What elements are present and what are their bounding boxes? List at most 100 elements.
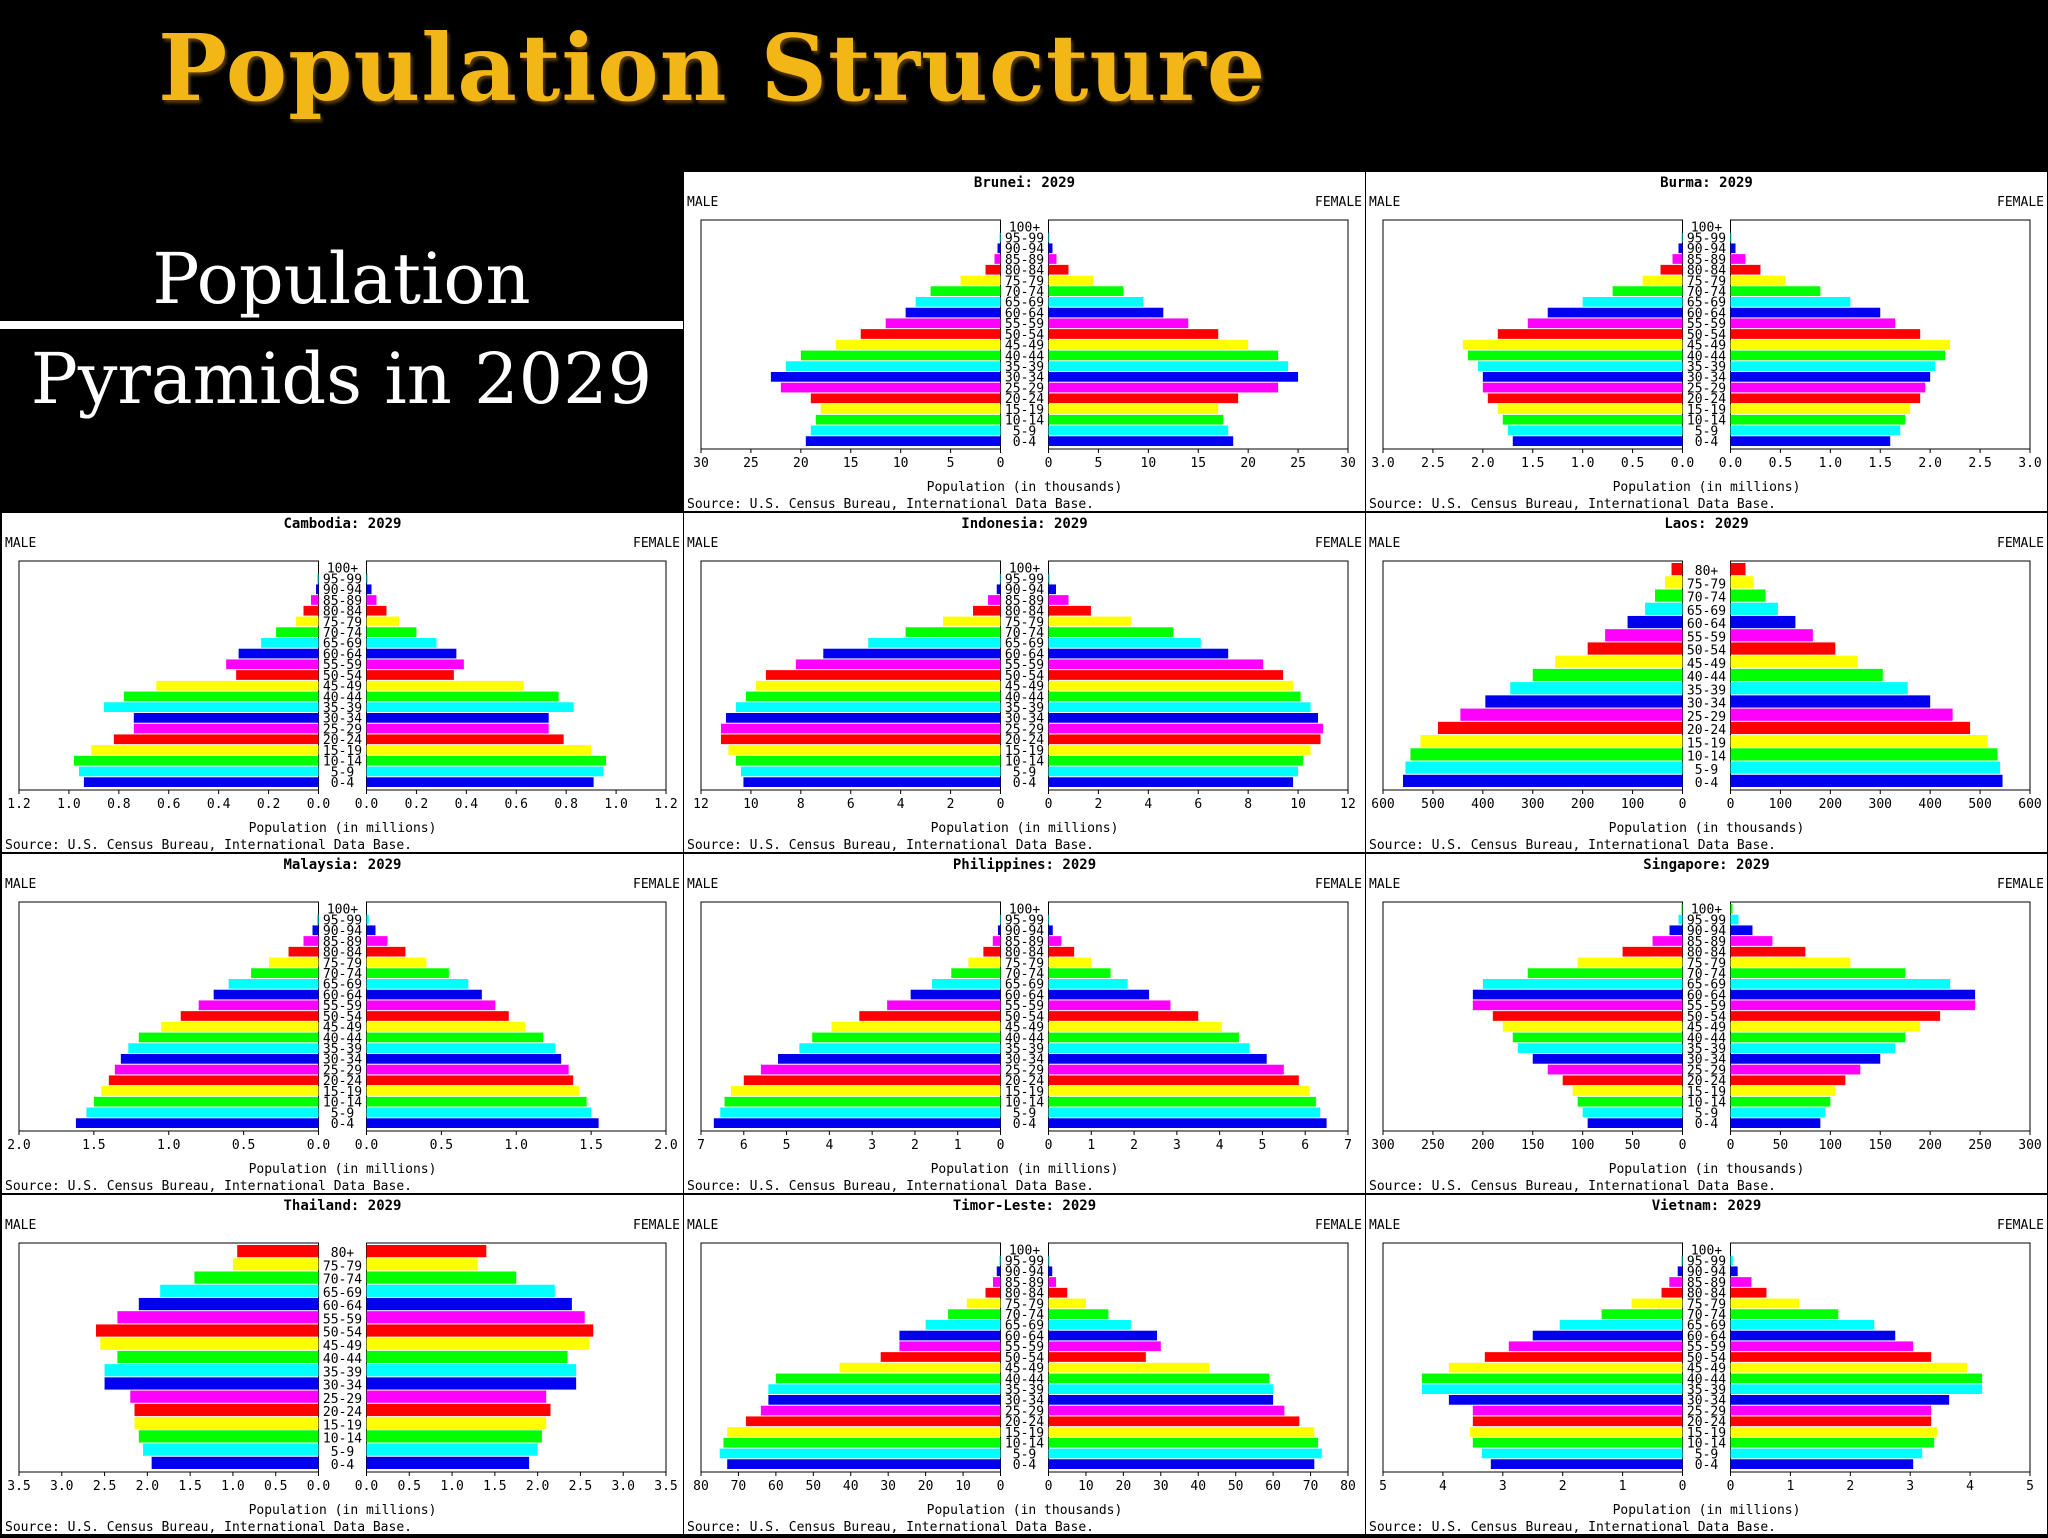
- male-bar-55-59: [226, 659, 319, 670]
- female-bar-45-49: [1048, 680, 1294, 691]
- female-bar-45-49: [366, 1021, 526, 1032]
- tick-label: 12: [693, 797, 709, 812]
- male-bar-75-79: [1665, 576, 1683, 589]
- tick-label: 2.0: [654, 1138, 677, 1153]
- male-bar-15-19: [134, 1417, 319, 1430]
- female-bar-35-39: [1048, 1384, 1274, 1394]
- age-label: 80-84: [1687, 946, 1726, 961]
- tick-label: 70: [1303, 1479, 1319, 1494]
- age-label: 10-14: [1005, 1096, 1044, 1111]
- female-bar-65-69: [1048, 1320, 1131, 1330]
- male-bar-5-9: [143, 1443, 319, 1456]
- male-bar-50-54: [880, 1352, 1001, 1362]
- tick-label: 100: [1819, 1138, 1842, 1153]
- age-label: 30-34: [1687, 1053, 1726, 1068]
- chart-title: Vietnam: 2029: [1652, 1198, 1762, 1214]
- tick-label: 4: [1966, 1479, 1974, 1494]
- female-bar-15-19: [1048, 745, 1311, 755]
- tick-label: 1: [1786, 1479, 1794, 1494]
- chart-title: Burma: 2029: [1660, 175, 1753, 191]
- age-label: 55-59: [1687, 999, 1726, 1014]
- male-label: MALE: [687, 1218, 718, 1233]
- age-label: 60-64: [1005, 1329, 1044, 1344]
- tick-label: 0: [1727, 1479, 1735, 1494]
- x-axis-label: Population (in millions): [249, 821, 437, 836]
- male-bar-30-34: [120, 1054, 319, 1064]
- tick-label: 150: [1869, 1138, 1892, 1153]
- male-bar-5-9: [810, 425, 1001, 436]
- age-label: 40-44: [1005, 349, 1044, 364]
- tick-label: 0.0: [355, 1138, 378, 1153]
- age-label: 15-19: [1687, 1085, 1726, 1100]
- age-label: 20-24: [1005, 1074, 1044, 1089]
- female-bar-75-79: [366, 1258, 478, 1271]
- chart-title: Indonesia: 2029: [961, 516, 1087, 532]
- female-bar-35-39: [1048, 1043, 1250, 1053]
- female-bar-85-89: [1048, 1277, 1056, 1287]
- pyramid-chart: Burma: 2029 MALE FEMALE 0-45-910-1415-1920-…: [1366, 172, 2047, 512]
- male-bar-50-54: [1484, 1352, 1683, 1362]
- female-bar-5-9: [1048, 425, 1229, 436]
- male-bar-0-4: [743, 777, 1001, 787]
- female-bar-0-4: [1048, 777, 1294, 787]
- age-label: 15-19: [1005, 1426, 1044, 1441]
- age-label: 100+: [1691, 221, 1722, 236]
- female-bar-0-4: [366, 777, 594, 787]
- female-bar-80-84: [1048, 946, 1075, 957]
- female-bar-75-79: [366, 616, 399, 627]
- female-bar-35-39: [366, 1364, 577, 1377]
- male-bar-10-14: [1502, 414, 1683, 425]
- male-bar-45-49: [1555, 655, 1683, 668]
- tick-label: 2: [947, 797, 955, 812]
- female-bar-30-34: [1730, 1395, 1950, 1405]
- pyramid-panel-vietnam: Vietnam: 2029 MALE FEMALE 0-4 5-9 10-14 15-19 2…: [1366, 1195, 2047, 1535]
- female-bar-90-94: [1048, 584, 1056, 595]
- age-label: 20-24: [1687, 723, 1726, 738]
- female-bar-20-24: [1048, 734, 1321, 745]
- age-label: 60-64: [323, 988, 362, 1003]
- age-label: 30-34: [323, 1379, 362, 1394]
- male-bar-5-9: [720, 1107, 1001, 1118]
- age-label: 90-94: [1005, 1265, 1044, 1280]
- male-bar-35-39: [735, 702, 1001, 712]
- male-bar-90-94: [996, 584, 1001, 595]
- age-label: 85-89: [323, 594, 362, 609]
- female-bar-40-44: [1048, 1032, 1239, 1043]
- female-bar-55-59: [366, 659, 464, 670]
- chart-title: Malaysia: 2029: [283, 857, 401, 873]
- male-bar-45-49: [156, 680, 319, 691]
- pyramid-panel-thailand: Thailand: 2029 MALE FEMALE 0-4 5-9 10-14 15-19…: [2, 1195, 683, 1535]
- female-bar-50-54: [366, 1011, 509, 1021]
- age-label: 5-9: [331, 765, 354, 780]
- tick-label: 3.0: [1371, 456, 1394, 471]
- female-bar-65-69: [1730, 602, 1778, 615]
- age-label: 5-9: [1695, 1106, 1718, 1121]
- x-axis-label: Population (in millions): [1613, 1503, 1801, 1518]
- female-bar-80-84: [366, 946, 406, 957]
- age-label: 40-44: [323, 1031, 362, 1046]
- tick-label: 1: [1619, 1479, 1627, 1494]
- age-label: 70-74: [1005, 626, 1044, 641]
- female-bar-55-59: [366, 1311, 585, 1324]
- male-bar-65-69: [228, 979, 319, 989]
- age-label: 70-74: [1687, 591, 1726, 606]
- female-bar-5-9: [366, 1107, 592, 1118]
- age-label: 80-84: [323, 946, 362, 961]
- age-label: 65-69: [323, 1286, 362, 1301]
- age-label: 10-14: [323, 1432, 362, 1447]
- female-bar-70-74: [1730, 1309, 1839, 1319]
- female-label: FEMALE: [1997, 877, 2044, 892]
- female-bar-55-59: [1048, 1341, 1161, 1352]
- tick-label: 100: [1621, 797, 1644, 812]
- age-label: 35-39: [1687, 360, 1726, 375]
- male-bar-85-89: [994, 254, 1001, 264]
- tick-label: 3.0: [611, 1479, 634, 1494]
- age-label: 75-79: [1687, 956, 1726, 971]
- tick-label: 200: [1571, 797, 1594, 812]
- male-bar-60-64: [1472, 989, 1683, 1000]
- female-bar-10-14: [366, 1430, 542, 1443]
- female-bar-40-44: [1048, 350, 1279, 361]
- female-bar-45-49: [1048, 1021, 1222, 1032]
- age-label: 5-9: [331, 1445, 354, 1460]
- pyramid-panel-indonesia: Indonesia: 2029 MALE FEMALE 0-4 5-9 10-14 15-1…: [684, 513, 1365, 853]
